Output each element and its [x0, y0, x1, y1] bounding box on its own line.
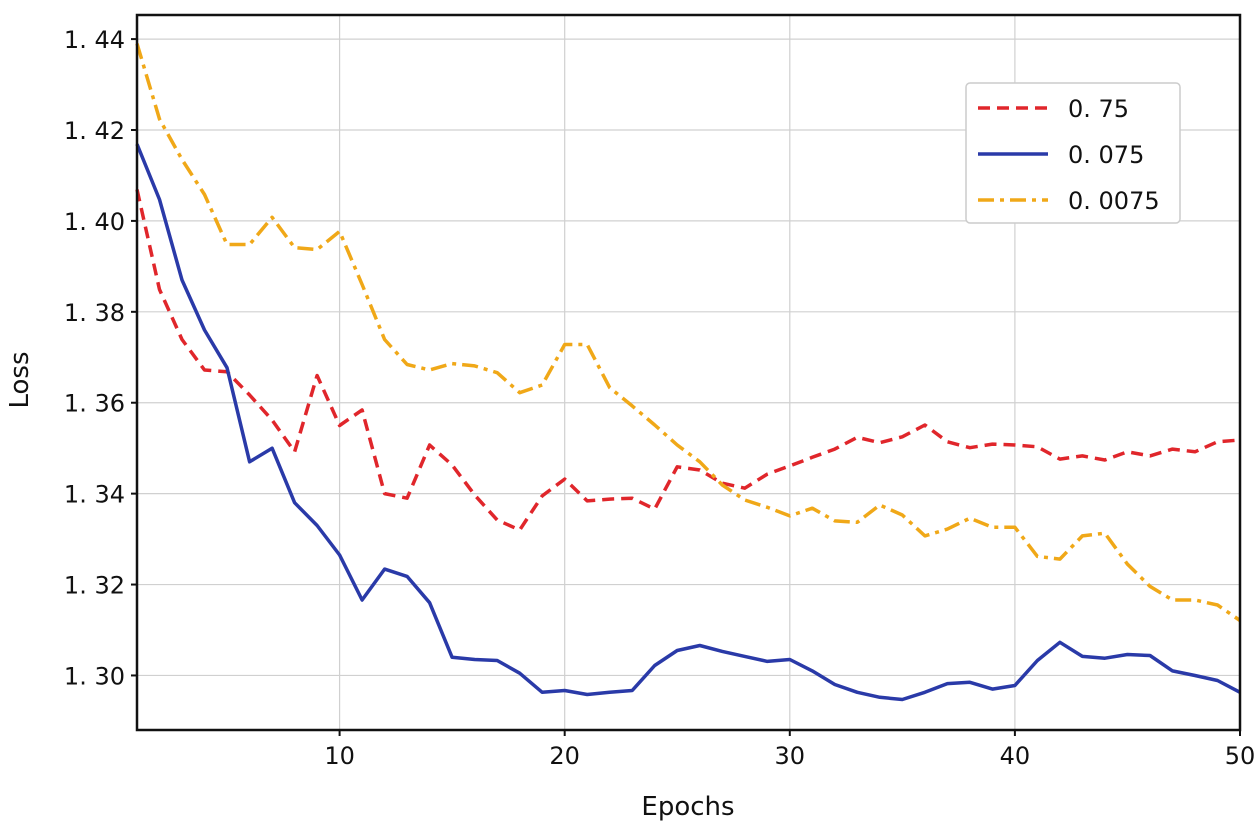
series-line-2	[135, 43, 1241, 622]
legend: 0. 75 0. 075 0. 0075	[965, 82, 1181, 224]
y-tick-label: 1. 42	[64, 117, 125, 145]
legend-label: 0. 75	[1068, 95, 1129, 123]
plot-frame	[135, 13, 1242, 732]
y-tick-label: 1. 34	[64, 481, 125, 509]
x-tick-label: 40	[1000, 742, 1031, 770]
series-lines	[135, 43, 1241, 702]
x-tick-label: 20	[549, 742, 580, 770]
series-line-1	[135, 143, 1241, 702]
series-line-0	[135, 189, 1241, 532]
ticks: 10 20 30 40 50 1. 30 1. 32 1. 34 1. 36 1. 38 1. 40…	[64, 26, 1255, 770]
legend-label: 0. 0075	[1068, 187, 1160, 215]
x-axis-label: Epochs	[641, 792, 734, 822]
y-tick-label: 1. 36	[64, 390, 125, 418]
legend-box	[965, 82, 1181, 224]
x-tick-label: 10	[324, 742, 355, 770]
y-tick-label: 1. 38	[64, 299, 125, 327]
x-tick-label: 30	[775, 742, 806, 770]
y-axis-label: Loss	[5, 351, 35, 408]
x-tick-label: 50	[1225, 742, 1256, 770]
y-tick-label: 1. 44	[64, 26, 125, 54]
y-tick-label: 1. 40	[64, 208, 125, 236]
legend-label: 0. 075	[1068, 141, 1144, 169]
y-tick-label: 1. 32	[64, 572, 125, 600]
y-tick-label: 1. 30	[64, 662, 125, 690]
